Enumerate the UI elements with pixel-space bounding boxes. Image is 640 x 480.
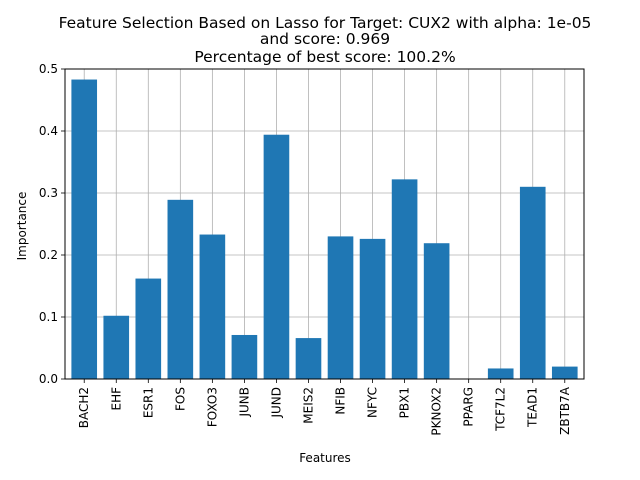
- bar: [519, 186, 546, 379]
- bar: [359, 238, 386, 379]
- bar: [263, 134, 290, 379]
- y-tick-label: 0.4: [39, 124, 58, 138]
- x-tick-label: EHF: [109, 387, 123, 411]
- x-tick-label: TCF7L2: [494, 387, 508, 432]
- x-tick-label: TEAD1: [526, 387, 540, 428]
- bar: [487, 368, 514, 379]
- x-axis-label: Features: [299, 451, 351, 465]
- y-tick-label: 0.1: [39, 310, 58, 324]
- y-tick-label: 0.2: [39, 248, 58, 262]
- chart-title-line-1: Feature Selection Based on Lasso for Tar…: [59, 14, 592, 32]
- y-tick-label: 0.3: [39, 186, 58, 200]
- bar: [135, 278, 162, 379]
- x-tick-label: PPARG: [462, 387, 476, 427]
- y-axis-label: Importance: [15, 192, 29, 261]
- bar: [199, 234, 226, 379]
- x-tick-label: JUNB: [237, 387, 251, 418]
- bar: [167, 199, 194, 379]
- chart-title-line-3: Percentage of best score: 100.2%: [194, 48, 455, 66]
- y-tick-label: 0.0: [39, 372, 58, 386]
- x-tick-label: JUND: [269, 387, 283, 419]
- bar: [231, 334, 258, 379]
- x-tick-label: PBX1: [398, 387, 412, 418]
- x-tick-label: ZBTB7A: [558, 386, 572, 435]
- x-axis-ticks: BACH2 EHF ESR1 FOS FOXO3 JUNB JUND MEIS2 NFIB NFY…: [77, 379, 572, 436]
- x-tick-label: NFIB: [334, 387, 348, 415]
- bars: [71, 79, 578, 379]
- x-tick-label: FOXO3: [205, 387, 219, 427]
- x-tick-label: BACH2: [77, 387, 91, 428]
- chart-title-line-2: and score: 0.969: [260, 30, 390, 48]
- bar: [423, 243, 450, 379]
- bar: [103, 315, 130, 379]
- plot-frame: [64, 68, 585, 380]
- bar: [391, 179, 418, 379]
- x-tick-label: MEIS2: [301, 387, 315, 424]
- y-tick-label: 0.5: [39, 62, 58, 76]
- x-tick-label: NFYC: [366, 387, 380, 418]
- bar: [551, 366, 578, 379]
- x-tick-label: PKNOX2: [430, 387, 444, 436]
- x-tick-label: FOS: [173, 387, 187, 411]
- y-axis-ticks: 0.0 0.1 0.2 0.3 0.4 0.5: [39, 62, 65, 386]
- x-tick-label: ESR1: [141, 387, 155, 418]
- bar: [71, 79, 98, 379]
- bar: [295, 338, 322, 379]
- bar: [327, 236, 354, 379]
